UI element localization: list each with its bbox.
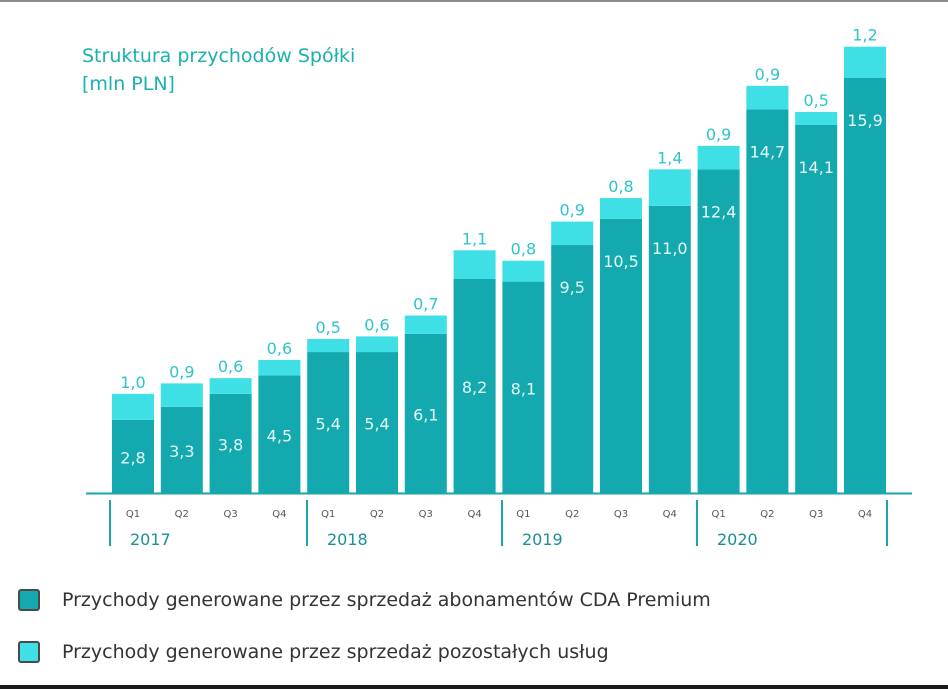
bar-other-10 — [551, 221, 594, 246]
data-label-premium-15: 14,1 — [798, 158, 834, 177]
bar-other-12 — [648, 169, 691, 206]
x-tick-label-5: Q1 — [321, 509, 335, 520]
x-tick-label-1: Q1 — [126, 509, 140, 520]
data-label-premium-12: 11,0 — [652, 239, 688, 258]
data-label-premium-11: 10,5 — [603, 252, 639, 271]
chart-title-block: Struktura przychodów Spółki [mln PLN] — [82, 42, 355, 98]
data-label-other-7: 0,7 — [413, 295, 438, 314]
bar-premium-3 — [209, 393, 252, 493]
year-label-2020: 2020 — [717, 530, 758, 549]
legend-label-premium: Przychody generowane przez sprzedaż abon… — [62, 589, 711, 611]
x-tick-label-4: Q4 — [272, 509, 286, 520]
data-label-other-10: 0,9 — [559, 201, 584, 220]
bar-premium-5 — [307, 352, 350, 493]
bar-other-1 — [112, 393, 154, 420]
bar-premium-12 — [648, 205, 691, 493]
bar-other-3 — [209, 378, 252, 394]
legend-swatch-other — [18, 641, 40, 663]
x-tick-label-10: Q2 — [565, 509, 579, 520]
stacked-bar-chart: 2,8 1,0 Q1 3,3 0,9 Q2 3,8 0,6 Q3 4,5 0,6 Q4 5,4 0,5 Q1… — [86, 26, 912, 549]
chart-title: Struktura przychodów Spółki — [82, 45, 356, 67]
year-label-2018: 2018 — [327, 530, 368, 549]
data-label-premium-2: 3,3 — [169, 442, 194, 461]
x-tick-label-16: Q4 — [858, 509, 872, 520]
data-label-premium-8: 8,2 — [462, 378, 487, 397]
chart-unit-subtitle: [mln PLN] — [82, 73, 175, 95]
data-label-premium-16: 15,9 — [847, 111, 883, 130]
bar-other-16 — [844, 46, 886, 79]
data-label-other-5: 0,5 — [315, 318, 340, 337]
x-tick-label-6: Q2 — [370, 509, 384, 520]
data-label-premium-14: 14,7 — [750, 142, 786, 161]
bar-premium-10 — [551, 245, 594, 493]
bar-premium-8 — [453, 278, 496, 493]
x-tick-label-12: Q4 — [663, 509, 677, 520]
bar-other-8 — [453, 250, 496, 279]
x-tick-label-13: Q1 — [711, 509, 725, 520]
data-label-premium-6: 5,4 — [364, 415, 389, 434]
x-tick-label-9: Q1 — [516, 509, 530, 520]
data-label-other-15: 0,5 — [803, 91, 828, 110]
data-label-premium-1: 2,8 — [120, 448, 145, 467]
year-label-2017: 2017 — [130, 530, 171, 549]
bar-premium-9 — [502, 281, 545, 493]
x-tick-label-11: Q3 — [614, 509, 628, 520]
data-label-premium-7: 6,1 — [413, 405, 438, 424]
legend-item-premium: Przychody generowane przez sprzedaż abon… — [18, 585, 711, 615]
data-label-other-14: 0,9 — [755, 65, 780, 84]
data-label-premium-3: 3,8 — [218, 435, 243, 454]
bar-premium-4 — [258, 375, 301, 493]
data-label-premium-4: 4,5 — [267, 426, 292, 445]
bar-premium-13 — [697, 169, 740, 494]
bar-other-4 — [258, 359, 301, 376]
bar-other-13 — [697, 145, 740, 170]
data-label-premium-5: 5,4 — [315, 415, 340, 434]
bar-premium-14 — [746, 109, 789, 493]
bar-premium-11 — [600, 218, 642, 493]
bar-other-7 — [404, 315, 447, 334]
data-label-other-8: 1,1 — [462, 229, 487, 248]
x-tick-label-15: Q3 — [809, 509, 823, 520]
bar-other-14 — [746, 85, 789, 110]
bar-premium-2 — [160, 406, 203, 493]
data-label-other-4: 0,6 — [267, 339, 292, 358]
bar-premium-15 — [795, 124, 838, 494]
bar-other-11 — [600, 198, 642, 219]
bar-premium-1 — [112, 419, 154, 493]
legend-swatch-premium — [18, 589, 40, 611]
top-border — [0, 0, 948, 2]
data-label-other-6: 0,6 — [364, 315, 389, 334]
bar-other-5 — [307, 339, 350, 353]
x-tick-label-7: Q3 — [419, 509, 433, 520]
x-tick-label-8: Q4 — [467, 509, 481, 520]
data-label-other-1: 1,0 — [120, 373, 145, 392]
data-label-other-11: 0,8 — [608, 177, 633, 196]
data-label-other-13: 0,9 — [706, 125, 731, 144]
x-tick-label-14: Q2 — [760, 509, 774, 520]
data-label-other-3: 0,6 — [218, 357, 243, 376]
bar-other-6 — [356, 336, 398, 353]
bar-other-15 — [795, 111, 838, 125]
data-label-premium-10: 9,5 — [559, 278, 584, 297]
bar-other-9 — [502, 260, 545, 282]
data-label-premium-13: 12,4 — [701, 202, 737, 221]
legend: Przychody generowane przez sprzedaż abon… — [18, 585, 711, 689]
data-label-other-2: 0,9 — [169, 362, 194, 381]
x-tick-label-3: Q3 — [223, 509, 237, 520]
bar-premium-7 — [404, 333, 447, 493]
data-label-other-16: 1,2 — [852, 26, 877, 45]
bar-premium-6 — [356, 352, 398, 493]
data-label-premium-9: 8,1 — [511, 379, 536, 398]
legend-item-other: Przychody generowane przez sprzedaż pozo… — [18, 637, 711, 667]
year-label-2019: 2019 — [522, 530, 563, 549]
data-label-other-12: 1,4 — [657, 148, 682, 167]
bar-premium-16 — [844, 78, 886, 493]
x-tick-label-2: Q2 — [175, 509, 189, 520]
legend-label-other: Przychody generowane przez sprzedaż pozo… — [62, 641, 609, 663]
bar-other-2 — [160, 383, 203, 407]
data-label-other-9: 0,8 — [511, 240, 536, 259]
bottom-border — [0, 685, 948, 689]
